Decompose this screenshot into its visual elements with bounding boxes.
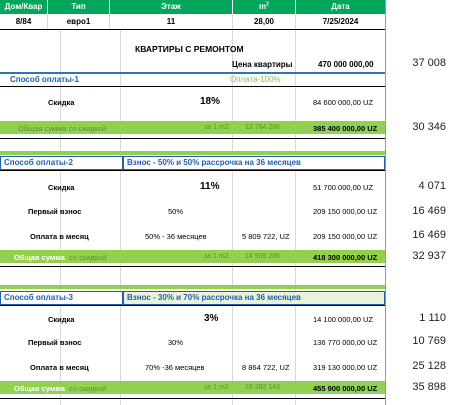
section2-first-pct[interactable]: 50% [168,207,184,216]
section3-desc[interactable]: Взнос - 30% и 70% рассрочка на 36 месяце… [123,291,385,305]
section2-monthly-terms[interactable]: 50% - 36 месяцев [145,232,207,241]
section2-total-label-suffix: со скидкой [69,253,107,262]
section1-total-value[interactable]: 385 400 000,00 UZ [313,124,378,133]
section2-discount-pct[interactable]: 11% [200,181,220,192]
section1-discount-value[interactable]: 84 600 000,00 UZ [313,98,374,107]
page-title: КВАРТИРЫ С РЕМОНТОМ [135,44,244,54]
section1-discount-label: Скидка [48,98,75,107]
section3-side-monthly[interactable]: 25 128 [412,360,446,372]
section1-total-band [0,121,385,134]
section3-monthly-label: Оплата в месяц [30,363,89,372]
section2-monthly-amount[interactable]: 5 809 722, UZ [242,232,290,241]
section2-desc[interactable]: Взнос - 50% и 50% рассрочка на 36 месяце… [123,156,385,170]
section2-total-label: Общая сумма [14,253,65,262]
value-area[interactable]: 28,00 [233,14,296,29]
section3-total-label: Общая сумма [14,384,65,393]
section1-label[interactable]: Способ оплаты-1 [10,75,80,84]
value-house-apt[interactable]: 8/84 [0,14,48,29]
section3-total-value[interactable]: 455 900 000,00 UZ [313,384,378,393]
section2-per-m2-label: за 1 m2 [204,253,229,260]
section1-total-label: Общая сумма со скидкой [18,124,107,133]
section3-monthly-value[interactable]: 319 130 000,00 UZ [313,363,378,372]
section3-label[interactable]: Способ оплаты-3 [0,291,123,305]
section2-first-label: Первый взнос [28,207,82,216]
header-row: Дом/Квар Тип Этаж m2 Дата [0,0,385,14]
section2-side-first[interactable]: 16 469 [412,205,446,217]
section3-total-label-suffix: со скидкой [69,384,107,393]
col-date[interactable]: Дата [331,2,350,11]
side-top-value[interactable]: 37 008 [412,57,446,69]
section2-side-total[interactable]: 32 937 [412,250,446,262]
section2-per-m2-value[interactable]: 14 939 286 [245,253,281,260]
section2-discount-value[interactable]: 51 700 000,00 UZ [313,183,374,192]
section2-side-monthly[interactable]: 16 469 [412,229,446,241]
col-floor[interactable]: Этаж [110,0,233,14]
value-type[interactable]: евро1 [48,14,110,29]
section3-first-pct[interactable]: 30% [168,338,184,347]
section1-per-m2-label: за 1 m2 [204,124,229,131]
section2-monthly-value[interactable]: 209 150 000,00 UZ [313,232,378,241]
section2-total-value[interactable]: 418 300 000,00 UZ [313,253,378,262]
section3-side-total[interactable]: 35 898 [412,381,446,393]
value-date[interactable]: 7/25/2024 [322,17,359,26]
section3-per-m2-label: за 1 m2 [204,384,229,391]
section1-note[interactable]: Оплата-100% [230,75,281,84]
section1-side-total[interactable]: 30 346 [412,121,446,133]
section3-first-label: Первый взнос [28,338,82,347]
section2-discount-label: Скидка [48,183,75,192]
section3-side-discount[interactable]: 1 110 [419,312,446,324]
section2-monthly-label: Оплата в месяц [30,232,89,241]
section3-per-m2-value[interactable]: 16 282 143 [245,384,281,391]
col-type[interactable]: Тип [48,0,110,14]
value-floor[interactable]: 11 [110,14,233,29]
section3-discount-pct[interactable]: 3% [204,313,219,324]
section3-monthly-amount[interactable]: 8 864 722, UZ [242,363,290,372]
section2-label[interactable]: Способ оплаты-2 [0,156,123,170]
section3-total-band [0,381,385,394]
section1-per-m2-value[interactable]: 13 764 286 [245,124,281,131]
section3-discount-value[interactable]: 14 100 000,00 UZ [313,315,374,324]
col-area[interactable]: m2 [233,0,296,14]
section2-first-value[interactable]: 209 150 000,00 UZ [313,207,378,216]
section3-first-value[interactable]: 136 770 000,00 UZ [313,338,378,347]
values-row: 8/84 евро1 11 28,00 7/25/2024 [0,14,385,30]
section3-discount-label: Скидка [48,315,75,324]
price-value[interactable]: 470 000 000,00 [318,60,374,69]
section2-side-discount[interactable]: 4 071 [418,180,446,192]
section3-monthly-terms[interactable]: 70% -36 месяцев [145,363,205,372]
col-house-apt[interactable]: Дом/Квар [0,0,48,14]
section3-side-first[interactable]: 10 769 [412,335,446,347]
price-label: Цена квартиры [232,60,293,69]
section2-total-band [0,250,385,263]
section1-discount-pct[interactable]: 18% [200,96,221,107]
